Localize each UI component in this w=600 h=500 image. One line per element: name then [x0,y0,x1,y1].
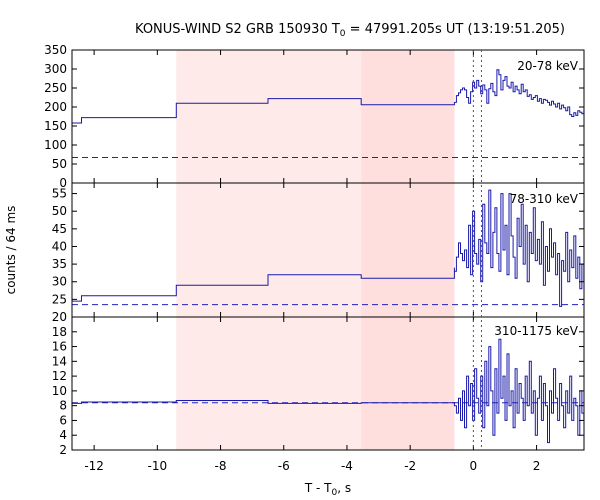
y-tick-label-2-4: 4 [59,428,67,442]
count-rate-series-1 [72,189,585,307]
y-tick-label-0-0: 0 [59,176,67,190]
y-tick-label-0-250: 250 [44,81,67,95]
count-rate-series-0 [72,69,585,124]
y-tick-label-1-50: 50 [52,204,67,218]
y-tick-label-1-25: 25 [52,292,67,306]
y-tick-label-0-100: 100 [44,138,67,152]
x-tick-label--2: -2 [404,459,416,473]
shaded-region-0 [176,50,362,450]
x-tick-label--10: -10 [148,459,168,473]
energy-label-310-1175: 310-1175 keV [494,324,578,338]
x-tick-label-0: 0 [470,459,478,473]
panel-frame-2 [71,316,585,451]
x-tick-label--12: -12 [84,459,104,473]
y-tick-label-1-35: 35 [52,257,67,271]
x-tick-label-2: 2 [533,459,541,473]
x-axis-label: T - T0, s [304,481,351,498]
y-tick-label-1-55: 55 [52,187,67,201]
y-tick-label-2-18: 18 [52,325,67,339]
y-tick-label-2-2: 2 [59,443,67,457]
shaded-region-1 [361,50,455,450]
y-tick-label-1-20: 20 [52,310,67,324]
x-tick-label--6: -6 [278,459,290,473]
y-tick-label-0-50: 50 [52,157,67,171]
energy-label-78-310: 78-310 keV [510,192,579,206]
y-tick-label-0-300: 300 [44,62,67,76]
y-tick-label-2-6: 6 [59,413,67,427]
y-tick-label-2-12: 12 [52,369,67,383]
background-layer [176,50,455,450]
x-tick-label--8: -8 [215,459,227,473]
y-tick-label-2-8: 8 [59,399,67,413]
data-layer [72,69,585,444]
y-tick-label-2-10: 10 [52,384,67,398]
y-tick-label-0-350: 350 [44,43,67,57]
y-tick-label-0-200: 200 [44,100,67,114]
y-tick-label-1-30: 30 [52,275,67,289]
x-tick-label--4: -4 [341,459,353,473]
y-tick-label-1-40: 40 [52,239,67,253]
y-tick-label-0-150: 150 [44,119,67,133]
y-tick-label-2-16: 16 [52,340,67,354]
count-rate-series-2 [72,338,585,444]
chart-title: KONUS-WIND S2 GRB 150930 T0 = 47991.205s… [135,22,565,39]
y-tick-label-1-45: 45 [52,222,67,236]
energy-label-20-78: 20-78 keV [517,59,579,73]
y-tick-label-2-14: 14 [52,354,67,368]
frame-layer: 0501001502002503003502025303540455055246… [44,43,585,473]
y-axis-label: counts / 64 ms [4,206,18,295]
